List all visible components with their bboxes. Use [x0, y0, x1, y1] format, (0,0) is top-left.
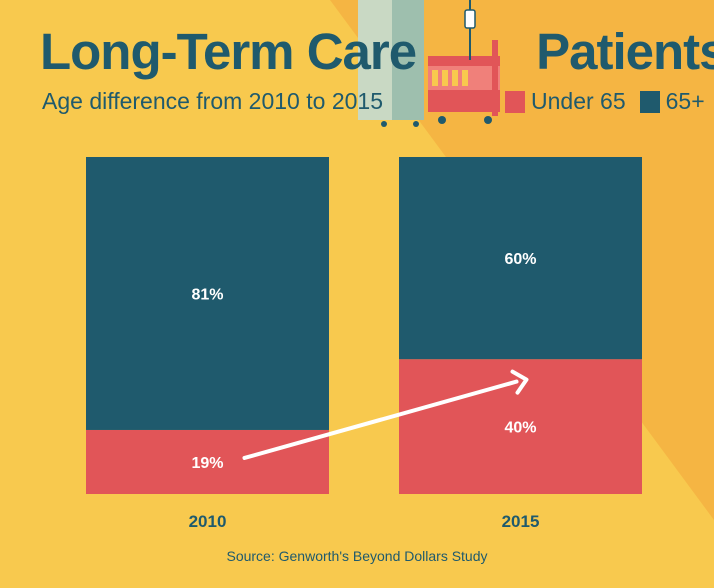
bar-2010-65 — [86, 157, 329, 430]
legend-swatch-under-65 — [505, 90, 525, 113]
hospital-bed-illustration — [358, 0, 500, 127]
chart-legend: Under 65 65+ — [505, 88, 714, 115]
curtain-right-icon — [392, 0, 424, 120]
bar-2015-65 — [399, 157, 642, 360]
legend-swatch-65-plus — [639, 90, 660, 113]
legend-item-under-65: Under 65 — [505, 88, 626, 115]
chart-subtitle: Age difference from 2010 to 2015 — [42, 88, 383, 114]
bar-2010-under-65 — [86, 429, 329, 494]
trend-arrow-icon — [242, 369, 529, 460]
legend-item-65-plus: 65+ — [639, 88, 705, 115]
legend-label-under-65: Under 65 — [531, 88, 626, 114]
page-title: Long-Term Care Patients — [40, 22, 714, 81]
data-label-2015-0: 40% — [504, 420, 536, 437]
title-right: Patients — [536, 23, 714, 80]
title-left: Long-Term Care — [40, 23, 417, 80]
data-label-2015-1: 60% — [504, 251, 536, 268]
bar-2015-under-65 — [399, 359, 642, 494]
data-label-2010-0: 19% — [191, 455, 223, 472]
legend-label-65-plus: 65+ — [665, 88, 705, 114]
iv-drip-icon — [464, 0, 476, 60]
hospital-bed-icon — [428, 40, 500, 124]
curtain-left-icon — [358, 0, 392, 120]
source-note: Source: Genworth's Beyond Dollars Study — [226, 548, 488, 564]
category-label-2010: 2010 — [189, 512, 227, 531]
category-label-2015: 2015 — [502, 512, 540, 531]
data-label-2010-1: 81% — [191, 286, 223, 303]
